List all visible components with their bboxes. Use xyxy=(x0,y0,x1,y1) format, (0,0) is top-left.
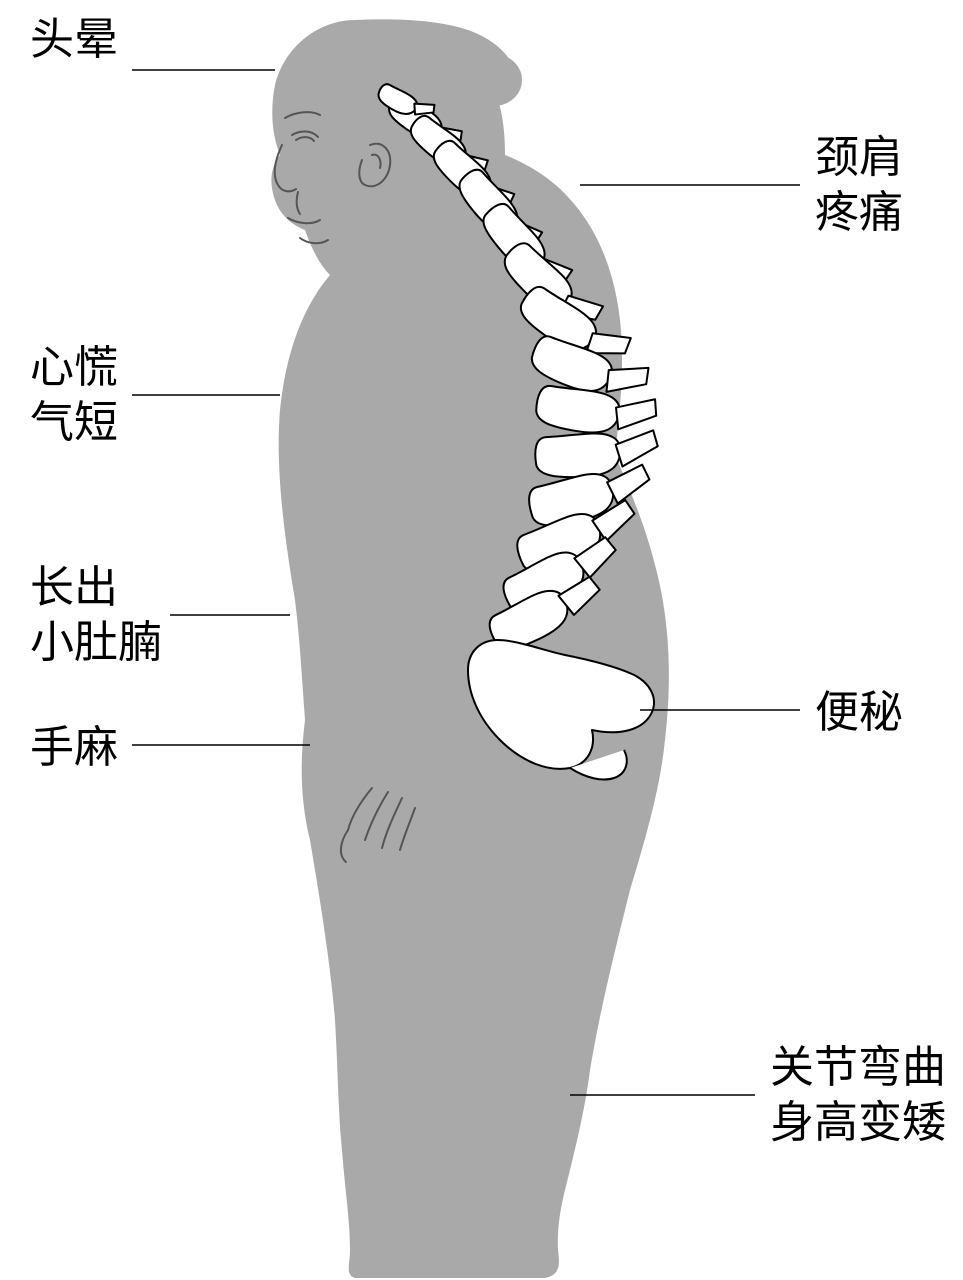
label-neck-shoulder-pain: 颈肩 疼痛 xyxy=(815,130,903,240)
label-hand-numbness: 手麻 xyxy=(30,720,118,775)
label-constipation: 便秘 xyxy=(815,685,903,740)
label-palpitation-shortbreath: 心慌 气短 xyxy=(30,340,118,450)
label-joint-height: 关节弯曲 身高变矮 xyxy=(770,1040,946,1150)
hair-bun xyxy=(466,54,522,106)
label-dizziness: 头晕 xyxy=(30,12,118,67)
label-belly: 长出 小肚腩 xyxy=(30,560,162,670)
diagram-canvas: 头晕 心慌 气短 长出 小肚腩 手麻 颈肩 疼痛 便秘 关节弯曲 身高变矮 xyxy=(0,0,963,1280)
